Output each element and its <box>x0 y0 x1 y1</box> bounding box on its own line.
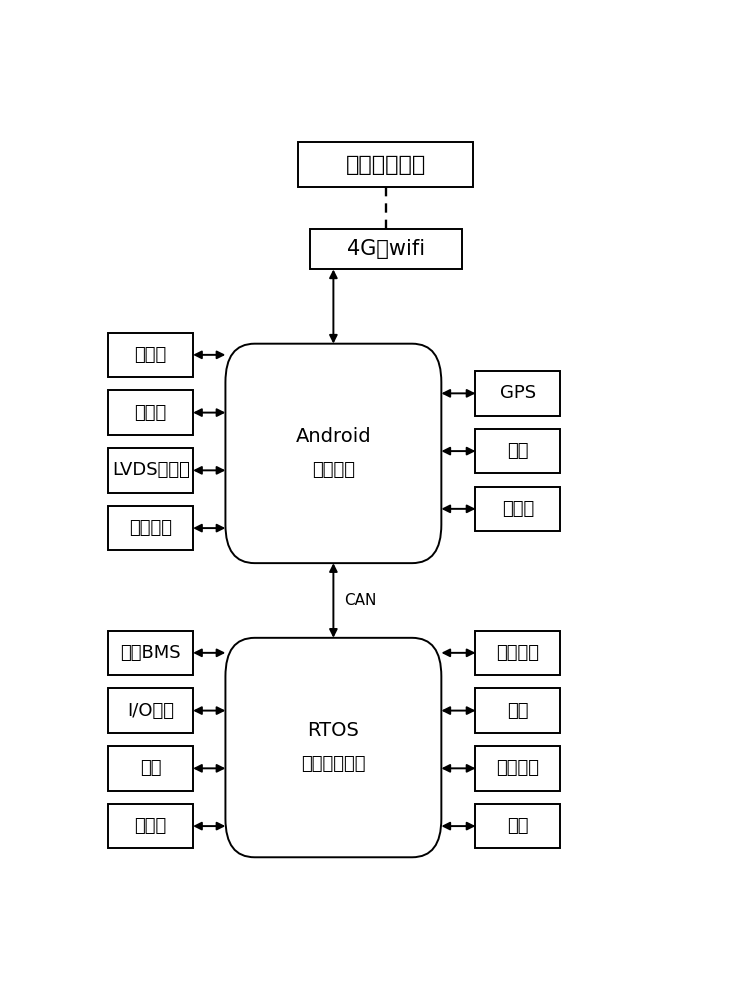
FancyBboxPatch shape <box>475 371 560 416</box>
Text: 操作系统: 操作系统 <box>312 461 355 479</box>
Text: 4G、wifi: 4G、wifi <box>347 239 425 259</box>
Text: 电表: 电表 <box>507 702 529 720</box>
FancyBboxPatch shape <box>475 746 560 791</box>
FancyBboxPatch shape <box>108 390 193 435</box>
FancyBboxPatch shape <box>108 746 193 791</box>
Text: 语音识别: 语音识别 <box>130 519 172 537</box>
Text: 存储器: 存储器 <box>135 346 167 364</box>
FancyBboxPatch shape <box>108 448 193 493</box>
FancyBboxPatch shape <box>298 142 474 187</box>
FancyBboxPatch shape <box>108 804 193 848</box>
Text: 时钟: 时钟 <box>507 817 529 835</box>
Text: GPS: GPS <box>500 384 536 402</box>
FancyBboxPatch shape <box>475 804 560 848</box>
FancyBboxPatch shape <box>108 506 193 550</box>
Text: 实时处理系统: 实时处理系统 <box>301 755 366 773</box>
Text: 车辆BMS: 车辆BMS <box>120 644 181 662</box>
Text: RTOS: RTOS <box>307 721 359 740</box>
FancyBboxPatch shape <box>310 229 462 269</box>
Text: I/O控制: I/O控制 <box>127 702 174 720</box>
Text: 功率模块: 功率模块 <box>496 759 539 777</box>
FancyBboxPatch shape <box>108 631 193 675</box>
FancyBboxPatch shape <box>475 631 560 675</box>
Text: CAN: CAN <box>344 593 376 608</box>
FancyBboxPatch shape <box>475 429 560 473</box>
Text: 蓝牙: 蓝牙 <box>507 442 529 460</box>
Text: 充电服务平台: 充电服务平台 <box>346 155 426 175</box>
FancyBboxPatch shape <box>475 487 560 531</box>
FancyBboxPatch shape <box>475 688 560 733</box>
Text: Android: Android <box>296 427 371 446</box>
Text: 摄像头: 摄像头 <box>501 500 534 518</box>
FancyBboxPatch shape <box>108 333 193 377</box>
FancyBboxPatch shape <box>225 344 441 563</box>
Text: 通信接口: 通信接口 <box>496 644 539 662</box>
Text: LVDS显示屏: LVDS显示屏 <box>111 461 190 479</box>
Text: 采集: 采集 <box>140 759 161 777</box>
Text: 读卡器: 读卡器 <box>135 404 167 422</box>
FancyBboxPatch shape <box>108 688 193 733</box>
Text: 存储器: 存储器 <box>135 817 167 835</box>
FancyBboxPatch shape <box>225 638 441 857</box>
